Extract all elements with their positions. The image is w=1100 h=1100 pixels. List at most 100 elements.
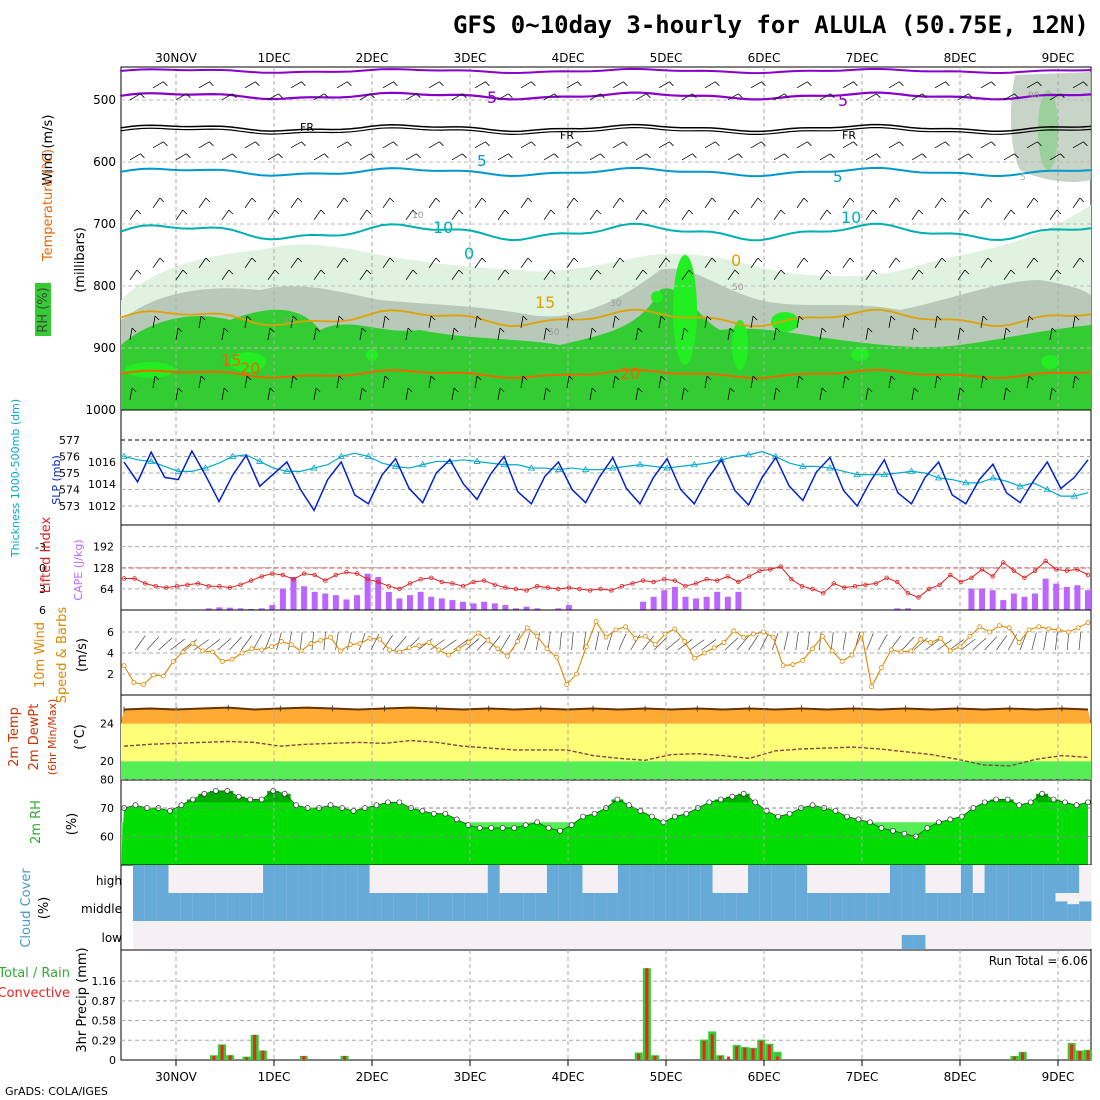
wind-barb-10m xyxy=(1055,632,1058,651)
wind-barb xyxy=(474,81,486,89)
wind-marker xyxy=(495,646,501,652)
wind-barb xyxy=(520,197,529,209)
rh-axis: 80 70 60 xyxy=(100,774,114,844)
wind-barb-flag xyxy=(131,387,137,393)
wind-barb xyxy=(175,153,187,161)
wind-barb-flag xyxy=(945,81,950,87)
wind-barb xyxy=(1072,315,1076,328)
wind-barb xyxy=(773,269,782,281)
cloud-cell xyxy=(972,893,986,921)
wind-marker xyxy=(938,635,943,641)
wind-barb-flag xyxy=(278,93,283,99)
cloud-cell-empty xyxy=(594,921,607,949)
cloud-cell-empty xyxy=(428,921,442,949)
wind-barb xyxy=(1026,315,1030,328)
cloud-cell xyxy=(381,893,394,921)
wind-barb xyxy=(267,209,276,221)
li-marker xyxy=(407,581,413,586)
wind-marker xyxy=(239,650,245,656)
li-marker xyxy=(185,582,190,587)
cloud-cell-empty xyxy=(1079,921,1092,949)
cloud-cell-empty xyxy=(949,921,962,949)
wind-barb xyxy=(198,81,210,89)
wind-barb xyxy=(1049,269,1058,281)
cloud-cell xyxy=(192,893,205,921)
cloud-cell xyxy=(665,865,678,893)
wind-marker xyxy=(367,635,373,641)
wind-barb xyxy=(888,375,892,388)
rh-marker xyxy=(327,802,334,809)
wind-barb xyxy=(773,209,782,221)
wind-barb xyxy=(382,375,386,388)
wind-marker xyxy=(456,646,461,652)
wind-barb-flag xyxy=(936,375,942,381)
wind-marker xyxy=(210,649,215,655)
wind-barb-flag xyxy=(913,327,919,333)
li-marker xyxy=(259,574,264,579)
wind-barb-flag xyxy=(945,141,950,147)
wind-barb xyxy=(221,209,230,221)
wind-barb-10m xyxy=(488,635,501,651)
li-marker xyxy=(587,588,593,593)
li-marker xyxy=(810,586,815,592)
date-label: 2DEC xyxy=(356,1070,389,1084)
wind-barb-10m xyxy=(288,632,292,651)
wind-barb xyxy=(290,81,302,89)
wind-marker xyxy=(810,646,815,652)
li-marker xyxy=(852,584,858,589)
wind-barb xyxy=(934,81,946,89)
wind-barb xyxy=(658,315,662,328)
wind-marker xyxy=(308,641,314,646)
cloud-cell-empty xyxy=(960,921,974,949)
wind-barb xyxy=(681,269,690,281)
wind-barb xyxy=(497,153,509,161)
wind-barb xyxy=(244,81,256,89)
wind-barb-flag xyxy=(968,153,973,159)
thickness-marker xyxy=(527,464,536,471)
cape-bar xyxy=(714,591,721,610)
wind-barb xyxy=(1003,153,1015,161)
wind-barb-flag xyxy=(223,327,229,333)
cloud-cell xyxy=(996,865,1009,893)
wind-tick: 4 xyxy=(107,647,114,660)
wind-barb-flag xyxy=(205,257,211,263)
wind-barb-10m xyxy=(559,632,562,651)
wind-barb xyxy=(612,375,616,388)
cloud-cell xyxy=(558,865,572,893)
wind-barb-10m xyxy=(441,639,457,651)
cloud-cell xyxy=(452,893,465,921)
rh-high xyxy=(198,793,211,803)
upper-label-temp: Temperature (°C) xyxy=(41,149,56,262)
wind-barb-flag xyxy=(1060,93,1065,99)
wind-barb-flag xyxy=(274,269,280,275)
wind-barb xyxy=(382,257,391,269)
wind-barb xyxy=(957,387,961,400)
cape-li-panel: -3 0 3 6 192 128 64 Lifted Index CAPE (J/kg) xyxy=(35,516,1092,617)
li-marker xyxy=(206,584,211,589)
wind-barb-flag xyxy=(1056,269,1062,275)
wind-barb-flag xyxy=(665,197,671,203)
wind-barb xyxy=(842,375,846,388)
wind-barb-10m xyxy=(937,639,953,651)
rh-marker xyxy=(867,819,873,826)
wind-barb-10m xyxy=(465,638,480,651)
temp-band xyxy=(121,707,1091,724)
cloud-cell xyxy=(901,935,915,949)
cloud-cell xyxy=(168,893,181,921)
wind-barb xyxy=(934,315,938,328)
wind-barb xyxy=(819,387,823,400)
wind-barb-10m xyxy=(264,633,272,651)
wind-barb-flag xyxy=(642,269,648,275)
wind-barb-flag xyxy=(959,327,965,333)
li-marker xyxy=(937,582,942,587)
precip-conv-bar xyxy=(718,1055,722,1060)
li-marker xyxy=(979,567,985,572)
wind-barb xyxy=(313,153,325,161)
wind-marker xyxy=(564,682,570,687)
wind-barb xyxy=(543,327,547,340)
precip-conv-bar xyxy=(245,1057,249,1060)
pressure-tick: 1000 xyxy=(85,403,116,417)
wind-barb xyxy=(244,315,248,328)
wind-barb-flag xyxy=(683,327,689,333)
wind-barb xyxy=(635,93,647,101)
